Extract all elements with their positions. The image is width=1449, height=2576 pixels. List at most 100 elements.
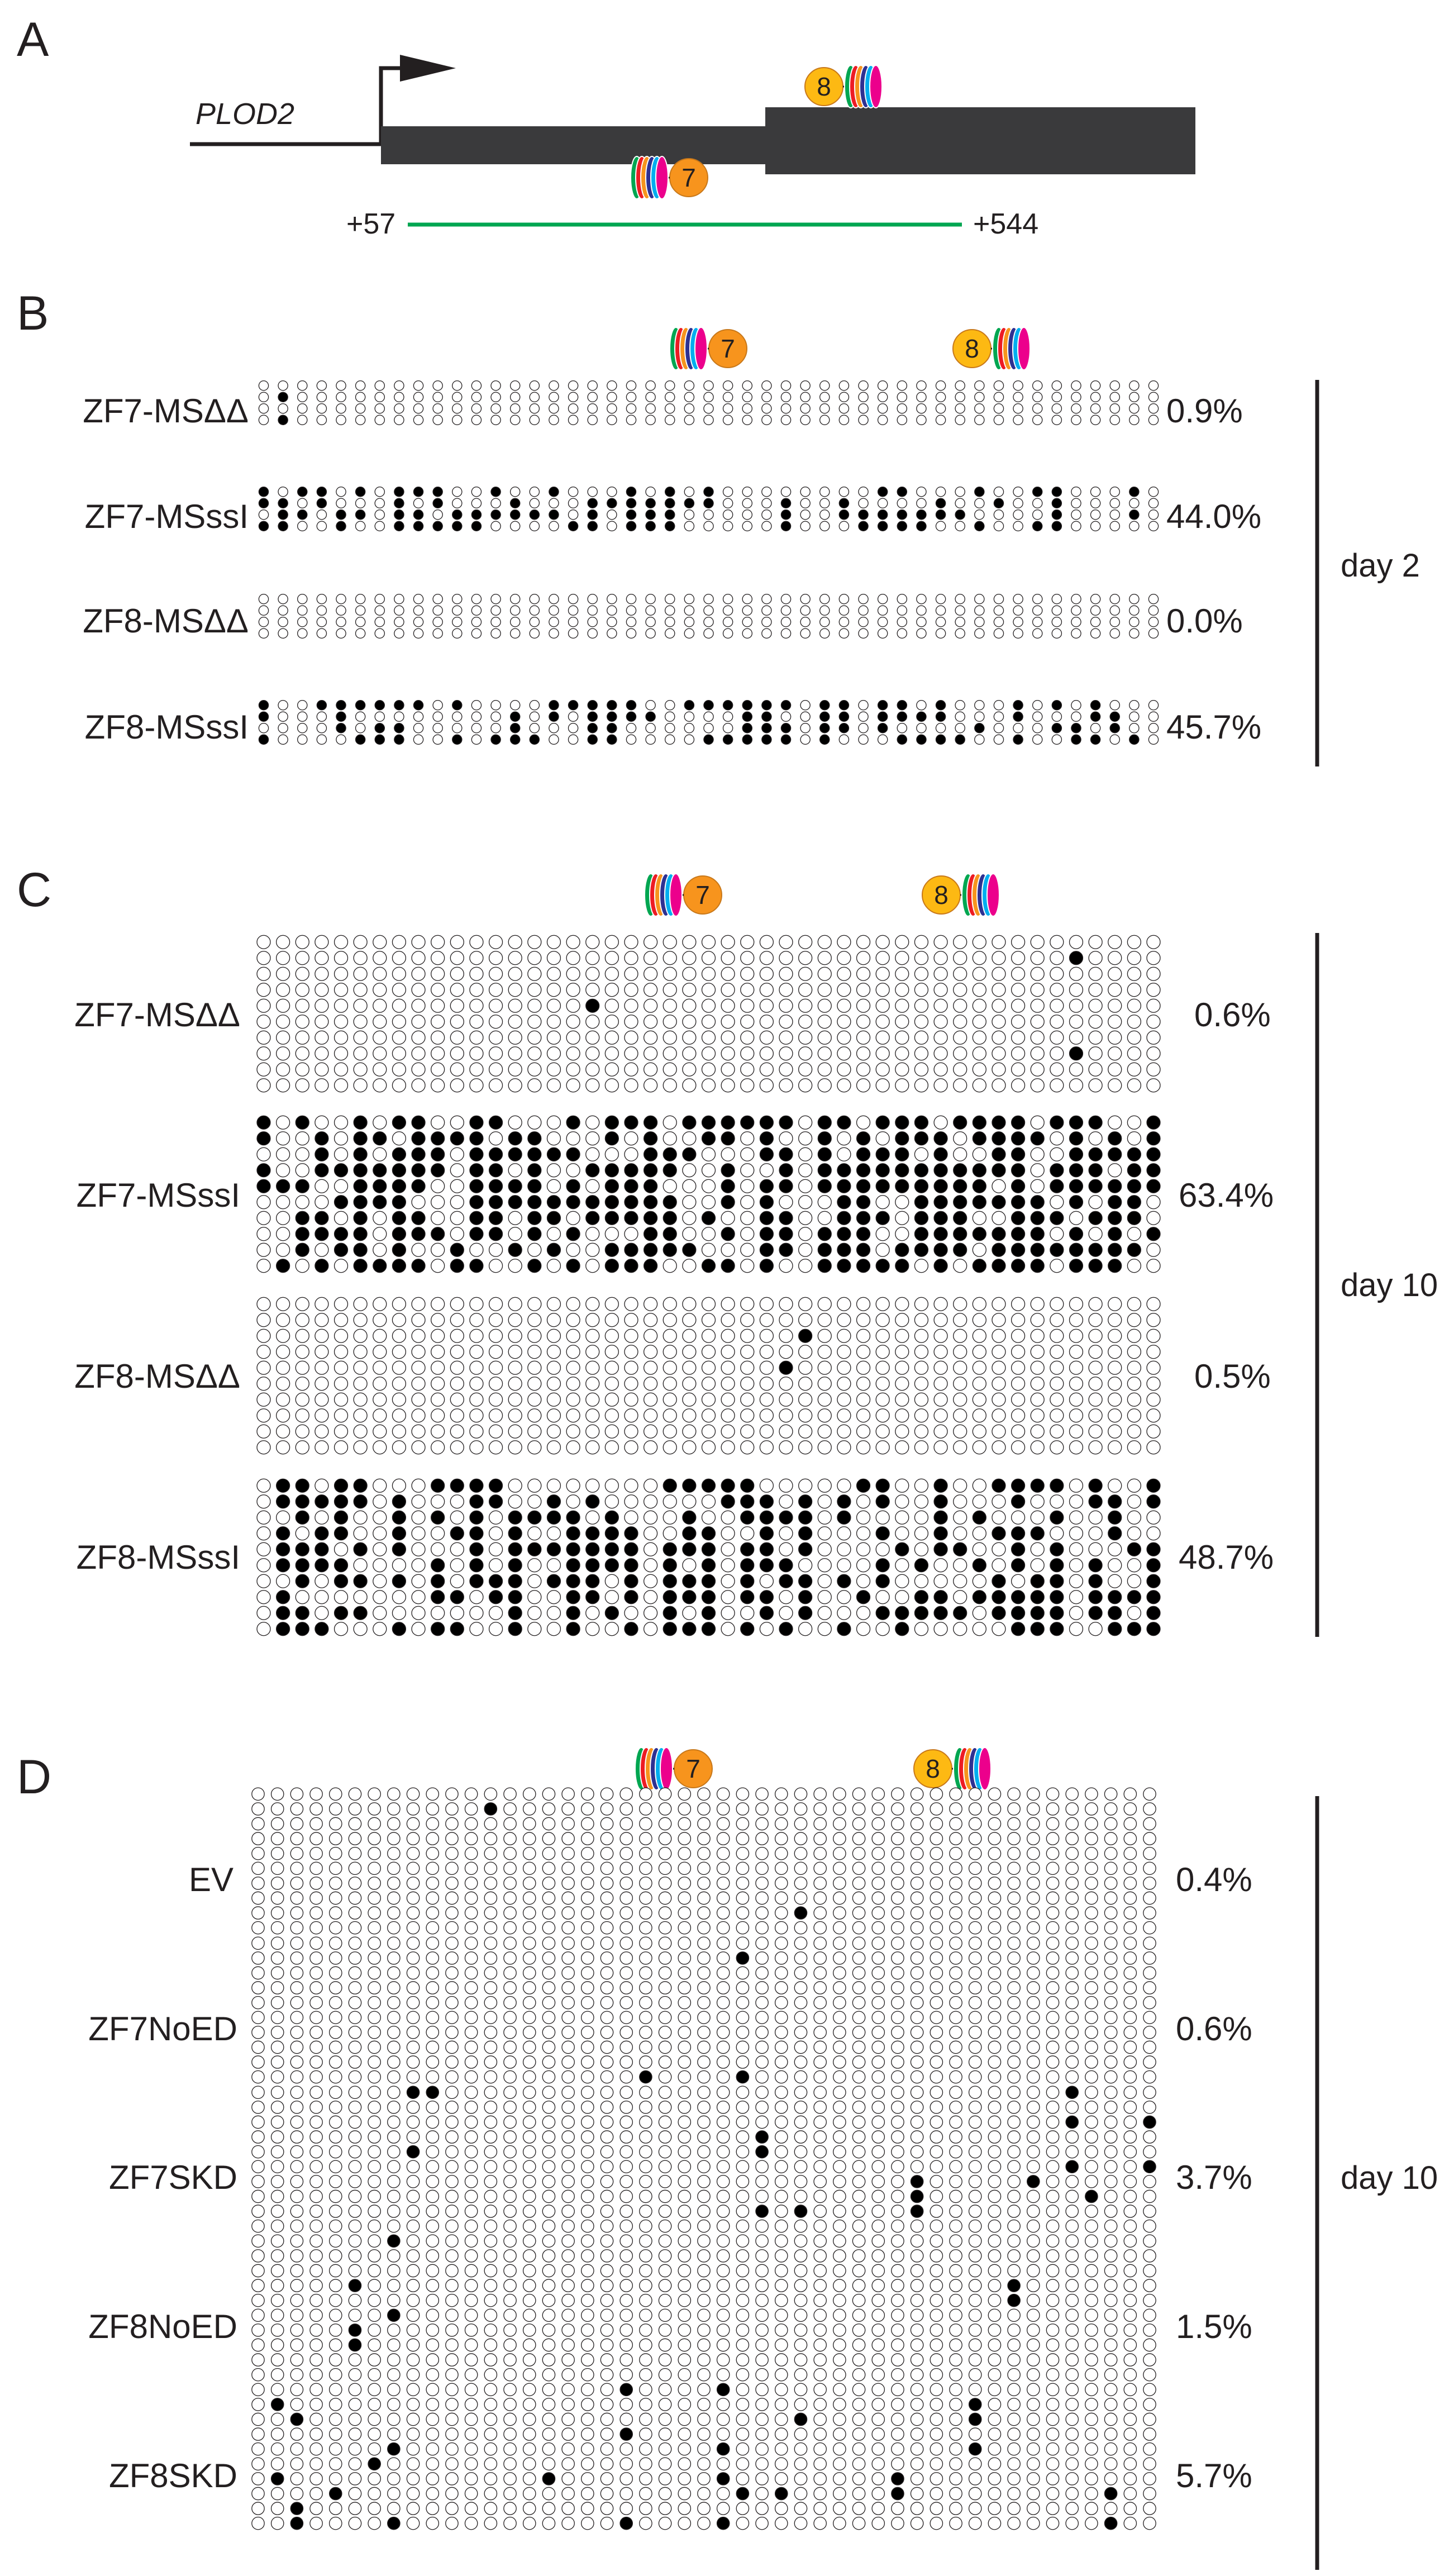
- unmethylated-cpg: [256, 935, 271, 949]
- unmethylated-cpg: [678, 2085, 692, 2099]
- unmethylated-cpg: [1085, 1966, 1098, 1980]
- unmethylated-cpg: [1069, 1590, 1084, 1604]
- unmethylated-cpg: [774, 2219, 788, 2233]
- unmethylated-cpg: [624, 966, 638, 981]
- unmethylated-cpg: [949, 2323, 962, 2337]
- unmethylated-cpg: [328, 1802, 342, 1816]
- unmethylated-cpg: [484, 1817, 498, 1831]
- unmethylated-cpg: [736, 1891, 750, 1905]
- unmethylated-cpg: [290, 2130, 304, 2144]
- unmethylated-cpg: [290, 1802, 304, 1816]
- unmethylated-cpg: [1143, 2040, 1156, 2054]
- unmethylated-cpg: [949, 2368, 962, 2382]
- unmethylated-cpg: [290, 2279, 304, 2292]
- unmethylated-cpg: [988, 2427, 1002, 2441]
- methylated-cpg: [587, 722, 598, 734]
- unmethylated-cpg: [270, 1936, 284, 1950]
- unmethylated-cpg: [600, 1921, 614, 1935]
- unmethylated-cpg: [643, 1590, 658, 1604]
- unmethylated-cpg: [270, 1921, 284, 1935]
- unmethylated-cpg: [800, 593, 811, 604]
- unmethylated-cpg: [276, 1408, 290, 1423]
- unmethylated-cpg: [1046, 2011, 1060, 2025]
- unmethylated-cpg: [910, 2279, 924, 2292]
- unmethylated-cpg: [1069, 1078, 1084, 1093]
- unmethylated-cpg: [838, 734, 850, 745]
- unmethylated-cpg: [742, 521, 753, 532]
- unmethylated-cpg: [484, 1787, 498, 1801]
- unmethylated-cpg: [581, 2115, 594, 2129]
- unmethylated-cpg: [833, 2189, 846, 2203]
- unmethylated-cpg: [658, 1996, 672, 2010]
- unmethylated-cpg: [348, 2293, 362, 2307]
- unmethylated-cpg: [817, 1078, 832, 1093]
- unmethylated-cpg: [368, 1832, 381, 1845]
- unmethylated-cpg: [813, 2204, 827, 2218]
- zinc-finger-7-icon: 7: [669, 327, 747, 370]
- methylated-cpg: [933, 1227, 948, 1241]
- unmethylated-cpg: [774, 2101, 788, 2114]
- unmethylated-cpg: [838, 593, 850, 604]
- unmethylated-cpg: [703, 711, 714, 722]
- unmethylated-cpg: [270, 2338, 284, 2352]
- unmethylated-cpg: [992, 1078, 1006, 1093]
- unmethylated-cpg: [624, 1424, 638, 1439]
- unmethylated-cpg: [309, 1846, 323, 1860]
- methylated-cpg: [1146, 1131, 1161, 1146]
- unmethylated-cpg: [1027, 2249, 1040, 2263]
- unmethylated-cpg: [658, 2412, 672, 2426]
- exon-body-5prime: [381, 126, 766, 164]
- methylated-cpg: [624, 1163, 638, 1178]
- methylation-percent: 1.5%: [1176, 2308, 1252, 2345]
- unmethylated-cpg: [1046, 2101, 1060, 2114]
- unmethylated-cpg: [877, 616, 888, 627]
- unmethylated-cpg: [697, 2279, 711, 2292]
- unmethylated-cpg: [432, 392, 443, 403]
- methylated-cpg: [794, 1906, 808, 1920]
- methylated-cpg: [716, 2442, 730, 2456]
- unmethylated-cpg: [877, 498, 888, 509]
- unmethylated-cpg: [348, 2204, 362, 2218]
- unmethylated-cpg: [568, 734, 579, 745]
- unmethylated-cpg: [549, 628, 559, 639]
- unmethylated-cpg: [968, 2011, 982, 2025]
- unmethylated-cpg: [1032, 722, 1043, 734]
- unmethylated-cpg: [891, 2145, 904, 2159]
- unmethylated-cpg: [658, 2055, 672, 2069]
- unmethylated-cpg: [1088, 1046, 1103, 1061]
- unmethylated-cpg: [662, 1062, 677, 1077]
- unmethylated-cpg: [604, 1147, 619, 1161]
- unmethylated-cpg: [488, 1622, 503, 1636]
- unmethylated-cpg: [639, 1817, 652, 1831]
- unmethylated-cpg: [992, 1440, 1006, 1455]
- unmethylated-cpg: [800, 498, 811, 509]
- unmethylated-cpg: [1046, 2383, 1060, 2397]
- unmethylated-cpg: [1085, 1936, 1098, 1950]
- methylated-cpg: [353, 1163, 368, 1178]
- unmethylated-cpg: [251, 1996, 265, 2010]
- unmethylated-cpg: [972, 1478, 986, 1493]
- methylated-cpg: [549, 486, 559, 497]
- unmethylated-cpg: [566, 1297, 580, 1311]
- unmethylated-cpg: [992, 935, 1006, 949]
- unmethylated-cpg: [949, 1906, 962, 1920]
- unmethylated-cpg: [759, 1408, 774, 1423]
- unmethylated-cpg: [740, 1259, 755, 1273]
- unmethylated-cpg: [740, 1179, 755, 1193]
- unmethylated-cpg: [290, 2055, 304, 2069]
- unmethylated-cpg: [426, 2353, 440, 2367]
- unmethylated-cpg: [1085, 2115, 1098, 2129]
- unmethylated-cpg: [895, 1424, 909, 1439]
- unmethylated-cpg: [561, 1802, 575, 1816]
- unmethylated-cpg: [432, 722, 443, 734]
- unmethylated-cpg: [568, 486, 579, 497]
- methylated-cpg: [295, 1606, 309, 1620]
- methylated-cpg: [1030, 1227, 1045, 1241]
- unmethylated-cpg: [464, 2472, 478, 2485]
- unmethylated-cpg: [1050, 951, 1064, 965]
- methylated-cpg: [817, 1242, 832, 1257]
- unmethylated-cpg: [464, 1936, 478, 1950]
- methylated-cpg: [469, 1227, 484, 1241]
- methylated-cpg: [392, 1574, 407, 1588]
- unmethylated-cpg: [450, 1510, 464, 1525]
